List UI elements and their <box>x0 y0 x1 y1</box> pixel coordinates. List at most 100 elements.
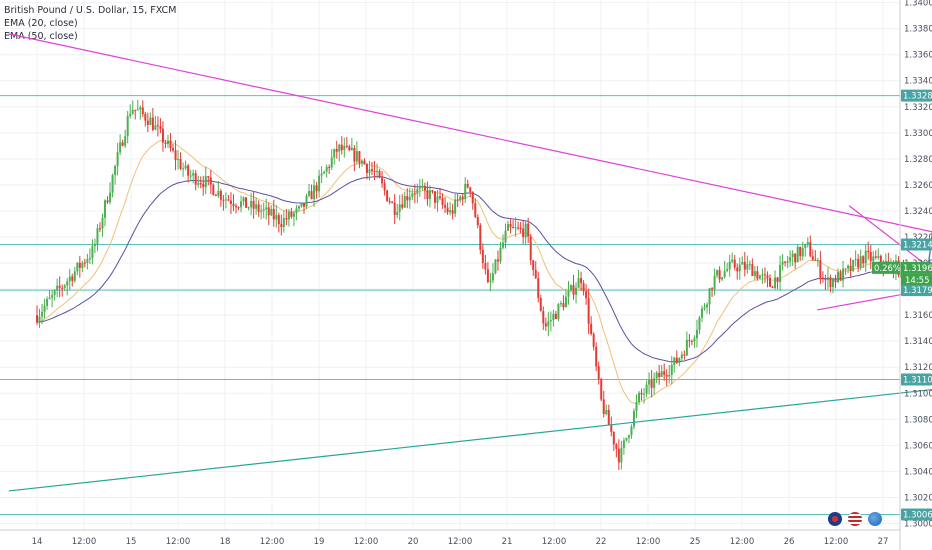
legend-ema20: EMA (20, close) <box>4 18 78 29</box>
candle-body <box>290 211 293 217</box>
candle-body <box>819 260 822 278</box>
candle-body <box>746 264 749 270</box>
candle-body <box>88 257 91 260</box>
y-tick-label: 1.30400 <box>904 467 932 477</box>
candle-body <box>469 187 472 193</box>
countdown-tag: 14:55 <box>905 276 930 286</box>
x-tick-label: 22 <box>596 537 607 547</box>
candle-body <box>496 259 499 262</box>
x-tick-label: 25 <box>690 537 701 547</box>
event-flags[interactable] <box>828 512 882 526</box>
candle-body <box>766 275 769 278</box>
x-tick-label: 19 <box>314 537 325 547</box>
candle-body <box>61 287 64 289</box>
candle-body <box>124 136 127 146</box>
candle-body <box>575 287 578 295</box>
candle-body <box>421 185 424 188</box>
candle-body <box>632 410 635 427</box>
globe-icon[interactable] <box>868 512 882 526</box>
candle-body <box>673 357 676 366</box>
candle-body <box>300 202 303 207</box>
candle-body <box>869 252 872 262</box>
candle-body <box>330 157 333 168</box>
candle-body <box>638 392 641 403</box>
candle-body <box>867 250 870 253</box>
candle-body <box>214 194 217 196</box>
x-tick-label: 15 <box>126 537 137 547</box>
price-level-tag-bg <box>901 284 932 297</box>
candle-body <box>119 142 122 153</box>
uk-flag-icon[interactable] <box>828 512 842 526</box>
candle-body <box>159 126 162 129</box>
candle-body <box>363 160 366 165</box>
candle-body <box>131 109 134 114</box>
candle-body <box>668 374 671 377</box>
candle-body <box>630 426 633 436</box>
candle-body <box>187 165 190 176</box>
candle-body <box>109 192 112 203</box>
candle-body <box>552 313 555 321</box>
candle-body <box>509 224 512 228</box>
candle-body <box>98 228 101 230</box>
candle-body <box>534 270 537 279</box>
candle-body <box>446 207 449 213</box>
candle-body <box>232 203 235 206</box>
candle-body <box>494 259 497 274</box>
candle-body <box>580 278 583 284</box>
candle-body <box>690 340 693 342</box>
candle-body <box>333 149 336 158</box>
candle-body <box>643 393 646 395</box>
candle-body <box>139 107 142 110</box>
candle-body <box>56 285 59 291</box>
x-tick-label: 12:00 <box>166 537 191 547</box>
candle-body <box>648 380 651 385</box>
candle-body <box>250 200 253 208</box>
candle-body <box>685 339 688 356</box>
candle-body <box>111 175 114 193</box>
candle-body <box>136 109 139 111</box>
candle-body <box>481 249 484 263</box>
x-tick-label: 12:00 <box>448 537 473 547</box>
candle-body <box>51 295 54 298</box>
candle-body <box>388 201 391 203</box>
candle-body <box>587 298 590 324</box>
candle-body <box>899 262 902 276</box>
candle-body <box>726 269 729 272</box>
candle-body <box>539 297 542 311</box>
x-tick-label: 12:00 <box>72 537 97 547</box>
candle-body <box>255 204 258 209</box>
candle-body <box>590 323 593 334</box>
candle-body <box>224 199 227 201</box>
candle-body <box>864 250 867 264</box>
price-level-tag: 1.30069 <box>903 511 932 521</box>
candle-body <box>466 183 469 188</box>
candle-body <box>476 217 479 226</box>
trendlines[interactable] <box>8 33 932 492</box>
candle-body <box>784 261 787 263</box>
candle-body <box>262 209 265 211</box>
current-price-tag: 1.31963 <box>903 264 932 274</box>
candle-body <box>763 274 766 276</box>
candle-body <box>310 191 313 200</box>
candle-body <box>585 291 588 299</box>
candle-body <box>222 199 225 201</box>
candle-body <box>86 259 89 263</box>
candle-body <box>834 278 837 282</box>
candle-body <box>81 262 84 268</box>
us-flag-icon[interactable] <box>848 512 862 526</box>
candle-body <box>570 285 573 291</box>
candle-body <box>582 283 585 292</box>
candle-body <box>391 202 394 204</box>
candle-body <box>612 431 615 445</box>
candle-body <box>829 277 832 288</box>
candle-body <box>736 267 739 272</box>
candle-body <box>743 261 746 270</box>
candle-body <box>96 228 99 244</box>
candle-body <box>824 279 827 281</box>
candle-body <box>151 117 154 130</box>
candle-body <box>698 317 701 330</box>
candle-body <box>406 196 409 201</box>
candle-body <box>723 271 726 278</box>
candle-body <box>831 278 834 288</box>
